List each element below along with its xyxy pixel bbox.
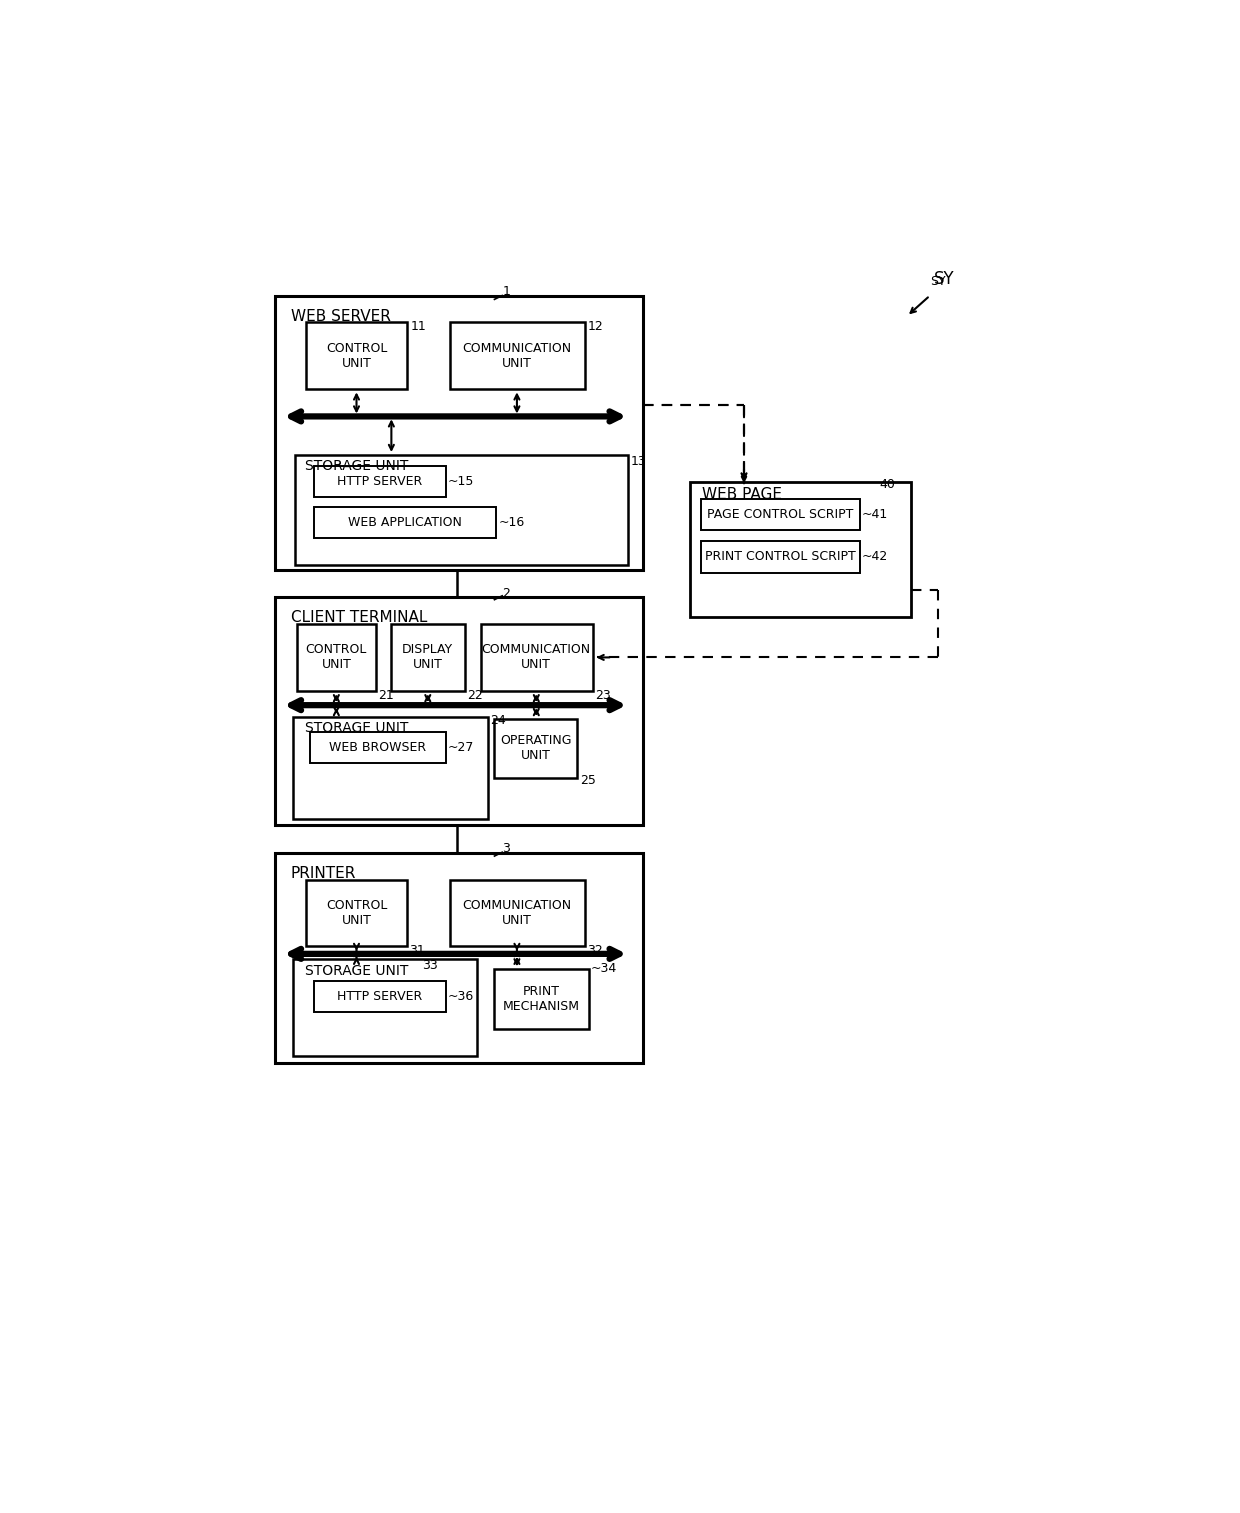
- Bar: [314, 507, 496, 539]
- Text: 40: 40: [879, 478, 895, 490]
- Text: HTTP SERVER: HTTP SERVER: [337, 475, 423, 489]
- Text: CONTROL
UNIT: CONTROL UNIT: [326, 899, 387, 927]
- Text: SY: SY: [934, 271, 955, 289]
- Text: STORAGE UNIT: STORAGE UNIT: [305, 720, 408, 734]
- Text: 3: 3: [502, 841, 510, 855]
- Text: 13: 13: [631, 454, 646, 468]
- Bar: [306, 322, 407, 389]
- Text: PAGE CONTROL SCRIPT: PAGE CONTROL SCRIPT: [707, 508, 853, 520]
- Text: 23: 23: [595, 690, 611, 702]
- Bar: [275, 295, 644, 570]
- Bar: [702, 542, 861, 573]
- Bar: [481, 625, 593, 691]
- Text: STORAGE UNIT: STORAGE UNIT: [305, 458, 408, 472]
- Text: WEB APPLICATION: WEB APPLICATION: [347, 516, 461, 530]
- Bar: [314, 980, 445, 1012]
- Text: STORAGE UNIT: STORAGE UNIT: [305, 964, 408, 977]
- Text: ~16: ~16: [498, 516, 526, 530]
- Text: 31: 31: [409, 944, 425, 956]
- Text: 1: 1: [502, 284, 510, 298]
- Text: CONTROL
UNIT: CONTROL UNIT: [306, 643, 367, 672]
- Text: OPERATING
UNIT: OPERATING UNIT: [500, 734, 572, 763]
- Text: 2: 2: [502, 587, 510, 601]
- Bar: [314, 466, 445, 498]
- Text: WEB BROWSER: WEB BROWSER: [329, 741, 427, 753]
- Text: ~15: ~15: [448, 475, 474, 489]
- Bar: [275, 853, 644, 1064]
- Text: ~27: ~27: [448, 741, 474, 753]
- Bar: [494, 719, 578, 778]
- Bar: [293, 959, 476, 1056]
- Bar: [689, 481, 910, 617]
- Bar: [494, 970, 589, 1029]
- Text: HTTP SERVER: HTTP SERVER: [337, 990, 423, 1003]
- Text: COMMUNICATION
UNIT: COMMUNICATION UNIT: [481, 643, 591, 672]
- Text: ~41: ~41: [862, 508, 888, 520]
- Bar: [296, 625, 376, 691]
- Text: ~42: ~42: [862, 551, 888, 563]
- Bar: [295, 455, 627, 564]
- Text: 22: 22: [467, 690, 484, 702]
- Text: 32: 32: [588, 944, 603, 956]
- Text: CLIENT TERMINAL: CLIENT TERMINAL: [290, 610, 427, 625]
- Text: PRINTER: PRINTER: [290, 865, 356, 881]
- Text: ~36: ~36: [448, 990, 474, 1003]
- Text: CONTROL
UNIT: CONTROL UNIT: [326, 342, 387, 369]
- Text: COMMUNICATION
UNIT: COMMUNICATION UNIT: [463, 342, 572, 369]
- Text: DISPLAY
UNIT: DISPLAY UNIT: [402, 643, 454, 672]
- Bar: [310, 732, 445, 763]
- Bar: [449, 322, 585, 389]
- Text: COMMUNICATION
UNIT: COMMUNICATION UNIT: [463, 899, 572, 927]
- Bar: [275, 598, 644, 825]
- Text: 21: 21: [378, 690, 394, 702]
- Text: 11: 11: [410, 319, 427, 333]
- Text: WEB SERVER: WEB SERVER: [290, 309, 391, 324]
- Text: ~34: ~34: [590, 962, 616, 974]
- Text: PRINT CONTROL SCRIPT: PRINT CONTROL SCRIPT: [706, 551, 856, 563]
- Text: WEB PAGE: WEB PAGE: [702, 487, 782, 502]
- Bar: [449, 881, 585, 946]
- Bar: [702, 499, 861, 530]
- Bar: [392, 625, 465, 691]
- Text: PRINT
MECHANISM: PRINT MECHANISM: [502, 985, 579, 1012]
- Text: 33: 33: [423, 959, 438, 971]
- Text: 24: 24: [491, 714, 506, 728]
- Bar: [293, 717, 489, 819]
- Bar: [306, 881, 407, 946]
- Text: SY: SY: [930, 275, 946, 287]
- Text: 12: 12: [588, 319, 603, 333]
- Text: 25: 25: [580, 775, 595, 787]
